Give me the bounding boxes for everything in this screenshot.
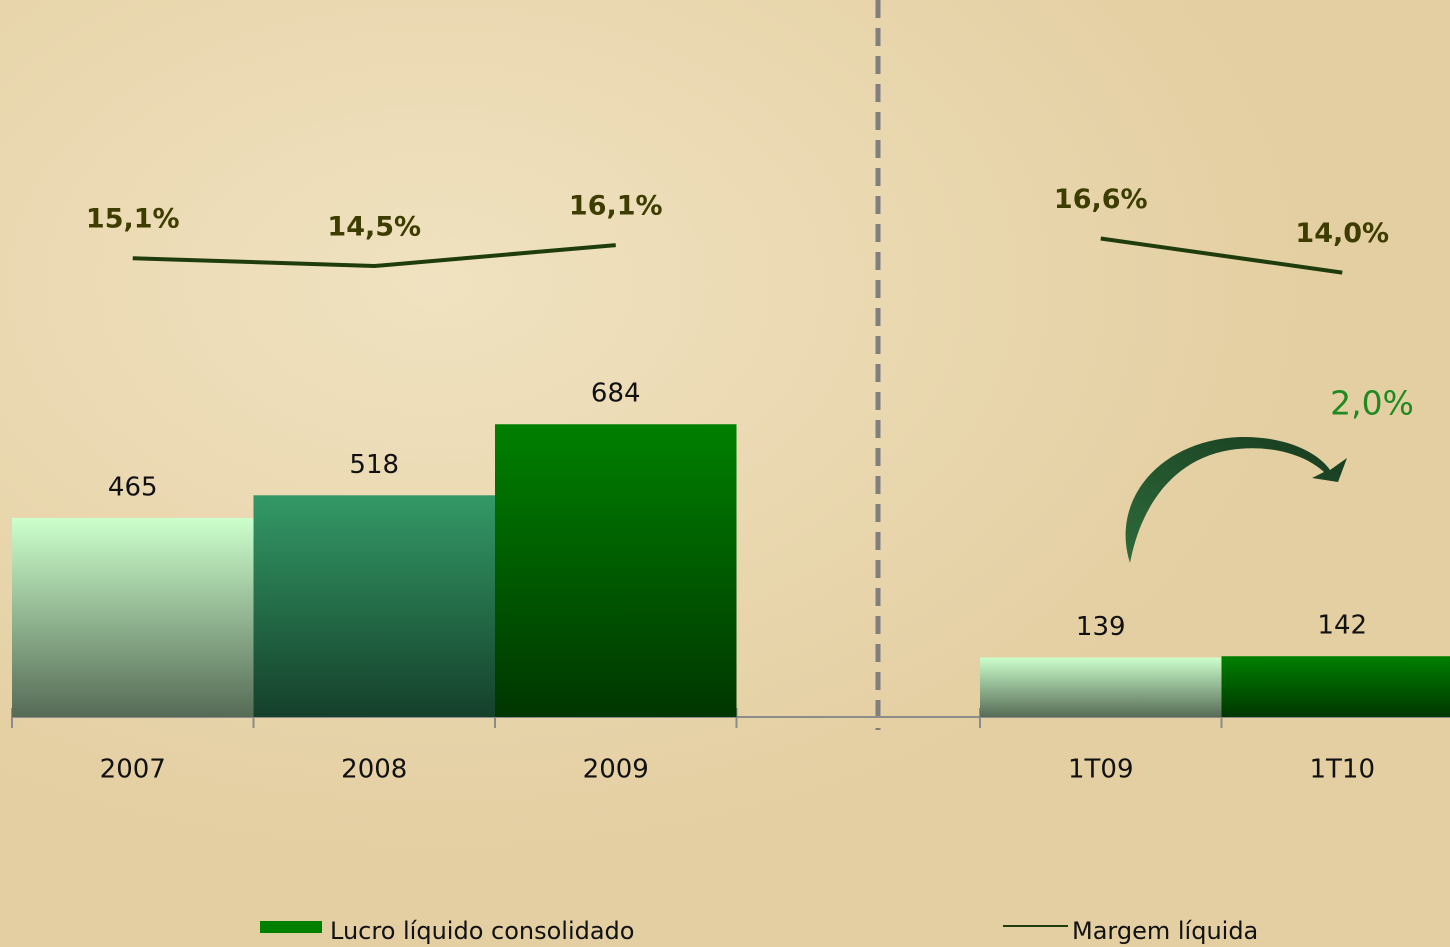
bar-label: 465 [108,472,158,502]
bar-label: 518 [349,450,399,480]
x-tick-label: 2007 [100,755,166,785]
x-tick-label: 1T09 [1068,755,1134,785]
x-tick-label: 1T10 [1309,755,1375,785]
bar-label: 139 [1076,612,1126,642]
margin-label: 15,1% [86,204,180,235]
x-tick-label: 2009 [583,755,649,785]
margin-line [132,243,616,269]
margin-label: 16,6% [1054,184,1148,215]
margin-label: 14,0% [1295,218,1389,249]
bar [253,495,495,717]
bar-label: 684 [591,379,641,409]
margin-line [1100,236,1343,275]
bar [980,657,1222,717]
margin-label: 16,1% [569,191,663,222]
growth-arrow [1125,436,1347,563]
legend-swatch [260,921,322,933]
bar [1221,656,1450,717]
margin-label: 14,5% [327,212,421,243]
bar-label: 142 [1317,611,1367,641]
x-tick-label: 2008 [341,755,407,785]
growth-annotation: 2,0% [1330,384,1414,423]
bar [12,517,254,717]
legend-label: Lucro líquido consolidado [330,917,634,945]
bar [495,424,737,717]
legend-label: Margem líquida [1072,917,1258,945]
